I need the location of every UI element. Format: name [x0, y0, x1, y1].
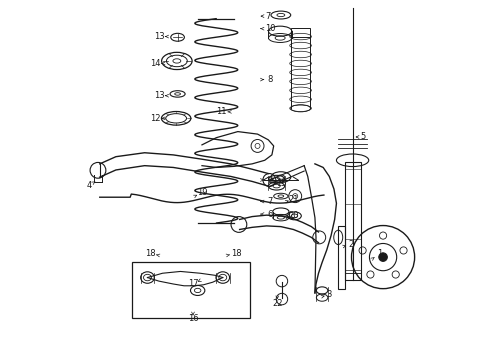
- Text: 21: 21: [288, 195, 299, 204]
- Text: 2: 2: [348, 240, 353, 249]
- Text: 22: 22: [272, 299, 283, 308]
- Text: 1: 1: [377, 249, 382, 258]
- Text: 16: 16: [188, 314, 198, 323]
- Text: 7: 7: [268, 197, 273, 206]
- Text: 11: 11: [217, 107, 227, 116]
- Circle shape: [379, 253, 388, 261]
- Bar: [344, 162, 361, 280]
- Bar: [338, 226, 345, 289]
- Text: 10: 10: [265, 24, 275, 33]
- Text: 12: 12: [150, 114, 161, 123]
- Text: 4: 4: [86, 181, 92, 190]
- Text: 8: 8: [268, 75, 273, 84]
- Text: 17: 17: [188, 279, 198, 288]
- Text: 19: 19: [196, 188, 207, 197]
- Text: 7: 7: [266, 12, 271, 21]
- Text: 13: 13: [154, 91, 164, 100]
- Bar: [291, 28, 311, 37]
- Text: 5: 5: [361, 132, 366, 141]
- Text: 6: 6: [268, 210, 273, 219]
- Bar: [132, 262, 250, 318]
- Text: 15: 15: [275, 179, 286, 188]
- Text: 13: 13: [154, 32, 164, 41]
- Text: 3: 3: [327, 290, 332, 299]
- Text: 18: 18: [145, 249, 155, 258]
- Text: 9: 9: [268, 176, 273, 185]
- Text: 18: 18: [231, 249, 242, 258]
- Text: 20: 20: [288, 211, 299, 220]
- Text: 14: 14: [150, 59, 161, 68]
